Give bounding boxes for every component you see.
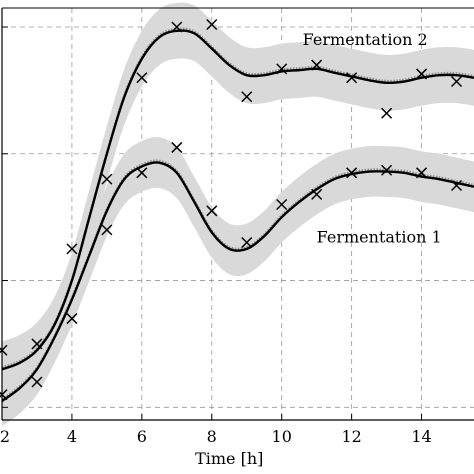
measurement-marker xyxy=(206,18,218,31)
marker-stroke xyxy=(101,224,113,236)
marker-stroke xyxy=(276,63,288,75)
measurement-marker xyxy=(206,205,218,217)
marker-stroke xyxy=(31,376,43,388)
marker-stroke xyxy=(241,91,253,103)
x-tick-label: 8 xyxy=(207,427,217,446)
measurement-marker xyxy=(311,59,323,71)
x-tick-label: 12 xyxy=(341,427,361,446)
marker-stroke xyxy=(381,164,393,176)
measurement-marker xyxy=(31,376,43,388)
measurement-marker xyxy=(31,338,43,350)
measurement-marker xyxy=(346,72,358,84)
confidence-band-2 xyxy=(2,137,474,427)
marker-stroke xyxy=(311,59,323,71)
measurement-marker xyxy=(101,224,113,236)
marker-stroke xyxy=(450,179,463,192)
fit-line xyxy=(1,29,474,371)
series-label-fermentation-1: Fermentation 1 xyxy=(317,228,442,247)
marker-stroke xyxy=(136,167,148,179)
x-tick-label: 10 xyxy=(272,427,292,446)
measurement-marker xyxy=(136,72,148,84)
measurement-marker xyxy=(171,21,183,33)
marker-stroke xyxy=(381,107,393,119)
marker-stroke xyxy=(276,198,288,211)
confidence-bands xyxy=(2,2,474,427)
marker-stroke xyxy=(66,243,78,255)
measurement-marker xyxy=(66,313,78,325)
labels: Time [h] Fermentation 2 Fermentation 1 2… xyxy=(0,30,442,468)
measurement-marker xyxy=(276,198,288,211)
measurement-marker xyxy=(450,75,463,88)
x-tick-label: 14 xyxy=(411,427,431,446)
measurement-marker xyxy=(381,107,393,119)
fit-line xyxy=(1,161,474,402)
marker-stroke xyxy=(416,68,428,80)
measurement-markers xyxy=(0,18,463,401)
marker-stroke xyxy=(66,313,78,325)
measurement-marker xyxy=(101,173,113,185)
fit-lines xyxy=(1,27,474,402)
measurement-marker xyxy=(416,68,428,80)
measurement-marker xyxy=(416,167,428,179)
measurement-marker xyxy=(311,188,323,200)
marker-stroke xyxy=(31,338,43,350)
marker-stroke xyxy=(101,173,113,185)
marker-stroke xyxy=(171,141,183,153)
measurement-marker xyxy=(346,167,358,179)
dotted-fit-line xyxy=(1,159,474,400)
series-label-fermentation-2: Fermentation 2 xyxy=(303,30,428,49)
measurement-marker xyxy=(381,164,393,176)
grid xyxy=(2,8,474,420)
marker-stroke xyxy=(171,21,183,33)
marker-stroke xyxy=(311,188,323,200)
x-tick-label: 2 xyxy=(0,427,10,446)
marker-stroke xyxy=(346,167,358,179)
x-tick-label: 4 xyxy=(67,427,77,446)
axes xyxy=(1,7,474,421)
marker-stroke xyxy=(346,72,358,84)
dotted-fit-line xyxy=(1,27,474,369)
measurement-marker xyxy=(450,179,463,192)
measurement-marker xyxy=(171,141,183,153)
marker-stroke xyxy=(241,236,253,249)
x-axis-label: Time [h] xyxy=(195,449,263,468)
marker-stroke xyxy=(206,205,218,217)
measurement-marker xyxy=(276,63,288,75)
marker-stroke xyxy=(206,18,218,31)
marker-stroke xyxy=(416,167,428,179)
measurement-marker xyxy=(241,91,253,103)
marker-stroke xyxy=(136,72,148,84)
x-tick-label: 6 xyxy=(137,427,147,446)
measurement-marker xyxy=(136,167,148,179)
measurement-marker xyxy=(66,243,78,255)
measurement-marker xyxy=(241,236,253,249)
confidence-band-1 xyxy=(2,2,474,398)
marker-stroke xyxy=(450,75,463,88)
